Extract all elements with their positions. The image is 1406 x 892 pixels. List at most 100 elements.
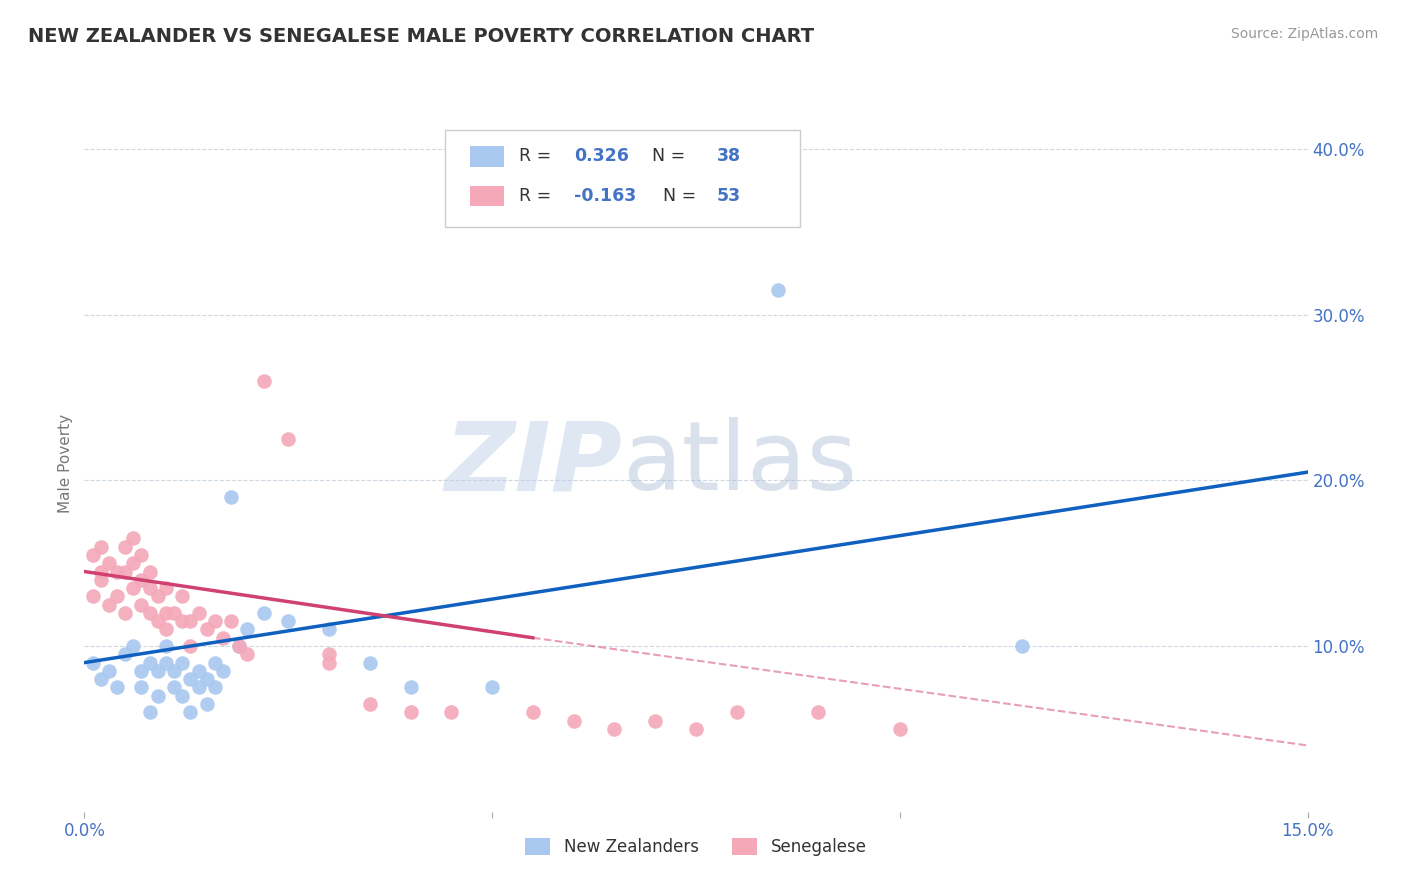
Point: [146, 590, 169, 604]
Point: [228, 639, 250, 653]
Point: [481, 681, 503, 695]
Point: [172, 656, 194, 670]
Point: [146, 614, 169, 628]
Point: [131, 548, 153, 562]
Point: [195, 672, 218, 686]
Point: [889, 722, 911, 736]
Point: [236, 623, 259, 637]
FancyBboxPatch shape: [446, 130, 800, 227]
Point: [155, 581, 177, 595]
Text: atlas: atlas: [623, 417, 858, 510]
Point: [179, 706, 201, 720]
Point: [131, 664, 153, 678]
Point: [195, 697, 218, 711]
Point: [155, 623, 177, 637]
Point: [138, 606, 160, 620]
Point: [138, 706, 160, 720]
Text: N =: N =: [664, 187, 702, 205]
Point: [105, 590, 128, 604]
Text: N =: N =: [641, 147, 690, 165]
Point: [685, 722, 707, 736]
Point: [122, 581, 145, 595]
Point: [644, 714, 666, 728]
Point: [253, 374, 276, 388]
Point: [187, 664, 209, 678]
Point: [179, 639, 201, 653]
Point: [219, 614, 242, 628]
Point: [82, 590, 104, 604]
Point: [522, 706, 544, 720]
Point: [131, 573, 153, 587]
Point: [807, 706, 830, 720]
Point: [114, 540, 136, 554]
Text: -0.163: -0.163: [574, 187, 636, 205]
Point: [562, 714, 585, 728]
Point: [131, 598, 153, 612]
Point: [114, 648, 136, 662]
Point: [97, 664, 120, 678]
Point: [155, 656, 177, 670]
Point: [90, 565, 112, 579]
Point: [204, 681, 226, 695]
Point: [163, 681, 186, 695]
Point: [146, 664, 169, 678]
Point: [277, 432, 299, 446]
Point: [146, 689, 169, 703]
Text: 38: 38: [717, 147, 741, 165]
Point: [82, 548, 104, 562]
Point: [114, 565, 136, 579]
Point: [97, 556, 120, 570]
Point: [138, 656, 160, 670]
Point: [236, 648, 259, 662]
Text: R =: R =: [519, 147, 557, 165]
Point: [318, 648, 340, 662]
Point: [399, 706, 422, 720]
Point: [138, 565, 160, 579]
Point: [131, 681, 153, 695]
Point: [1011, 639, 1033, 653]
Point: [105, 565, 128, 579]
Text: Source: ZipAtlas.com: Source: ZipAtlas.com: [1230, 27, 1378, 41]
Point: [359, 697, 381, 711]
Point: [90, 573, 112, 587]
Point: [82, 656, 104, 670]
Point: [212, 664, 235, 678]
Point: [163, 606, 186, 620]
Text: 0.326: 0.326: [574, 147, 628, 165]
Point: [155, 606, 177, 620]
Point: [277, 614, 299, 628]
Point: [155, 639, 177, 653]
Point: [318, 656, 340, 670]
Bar: [470, 146, 503, 167]
Point: [179, 672, 201, 686]
Point: [90, 672, 112, 686]
Point: [440, 706, 463, 720]
Point: [122, 639, 145, 653]
Point: [163, 664, 186, 678]
Point: [179, 614, 201, 628]
Point: [228, 639, 250, 653]
Text: R =: R =: [519, 187, 557, 205]
Point: [187, 681, 209, 695]
Point: [122, 532, 145, 546]
Bar: [470, 186, 503, 206]
Point: [172, 689, 194, 703]
Text: ZIP: ZIP: [444, 417, 623, 510]
Point: [253, 606, 276, 620]
Point: [318, 623, 340, 637]
Point: [204, 614, 226, 628]
Point: [105, 681, 128, 695]
Text: NEW ZEALANDER VS SENEGALESE MALE POVERTY CORRELATION CHART: NEW ZEALANDER VS SENEGALESE MALE POVERTY…: [28, 27, 814, 45]
Point: [212, 631, 235, 645]
Legend: New Zealanders, Senegalese: New Zealanders, Senegalese: [519, 831, 873, 863]
Point: [359, 656, 381, 670]
Point: [603, 722, 626, 736]
Point: [399, 681, 422, 695]
Point: [114, 606, 136, 620]
Point: [97, 598, 120, 612]
Point: [138, 581, 160, 595]
Y-axis label: Male Poverty: Male Poverty: [58, 414, 73, 514]
Point: [725, 706, 748, 720]
Point: [766, 283, 789, 297]
Point: [172, 614, 194, 628]
